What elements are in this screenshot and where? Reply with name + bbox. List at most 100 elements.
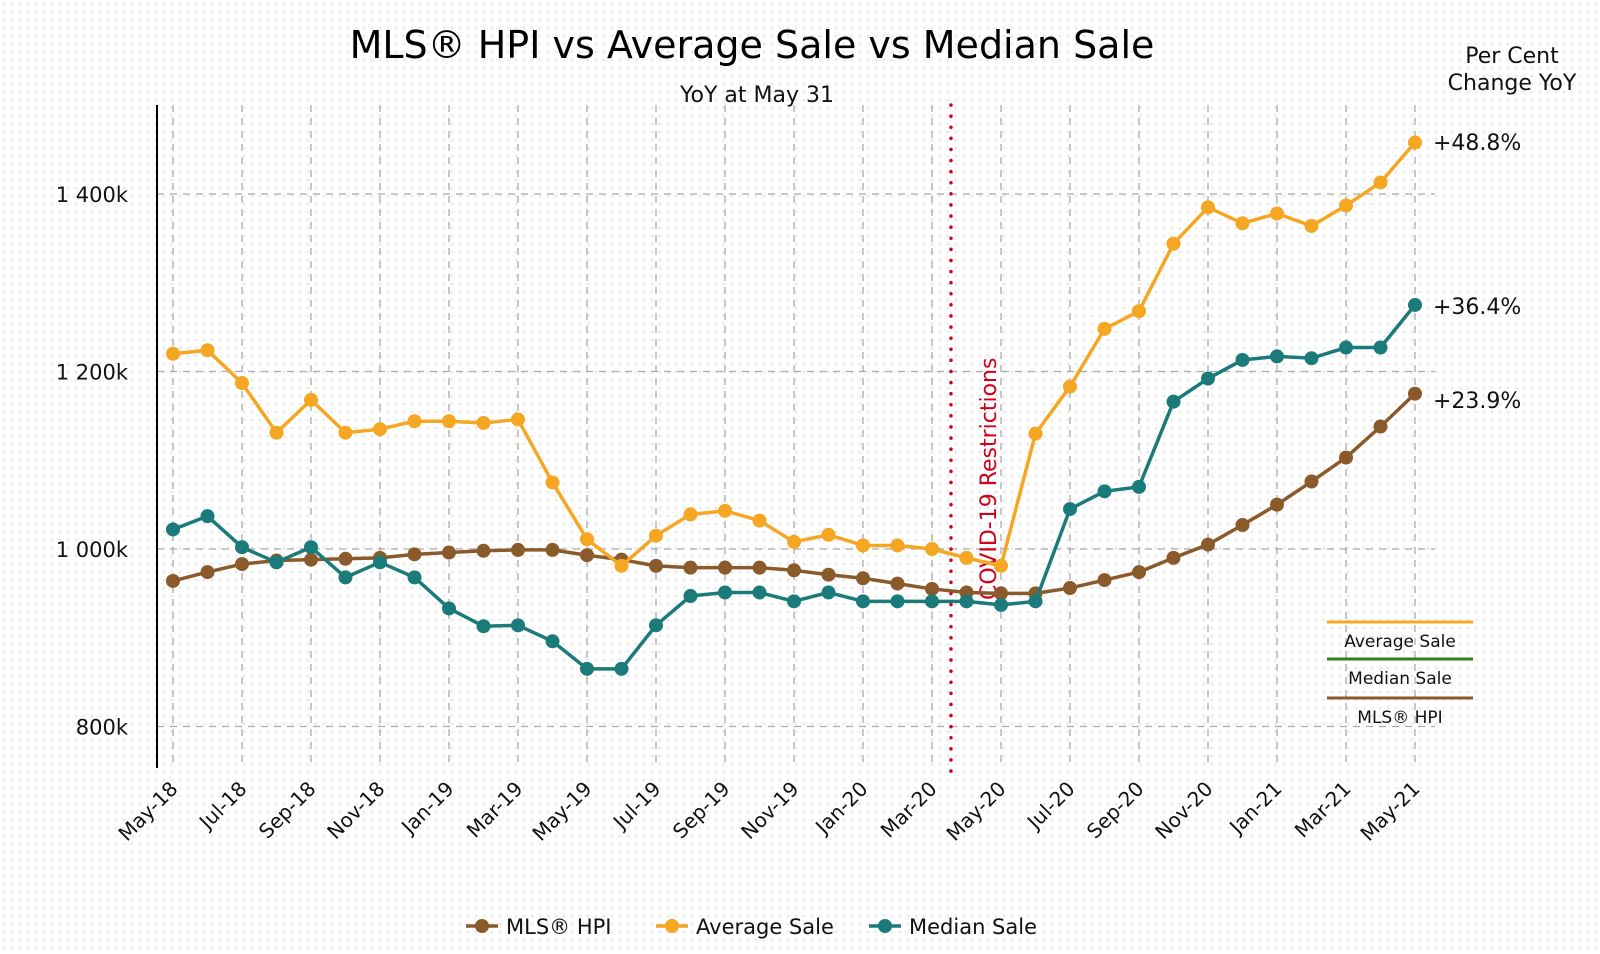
data-point-median <box>683 589 698 604</box>
data-point-median <box>1166 394 1181 409</box>
data-point-median <box>235 540 249 555</box>
data-point-average <box>649 528 663 543</box>
box-legend-label-average: Average Sale <box>1344 632 1456 652</box>
data-point-hpi <box>718 560 732 575</box>
data-point-median <box>1408 297 1422 312</box>
data-point-average <box>1270 206 1284 221</box>
legend-swatch-marker-hpi <box>475 919 489 933</box>
data-point-median <box>338 570 353 585</box>
legend-swatch-marker-average <box>665 919 679 933</box>
data-point-median <box>476 619 491 634</box>
data-point-average <box>1408 135 1422 150</box>
series-median <box>166 297 1422 676</box>
data-point-average <box>1028 426 1043 441</box>
data-point-hpi <box>787 563 801 578</box>
data-point-average <box>718 503 732 518</box>
data-point-hpi <box>1339 450 1353 465</box>
data-point-median <box>614 661 629 676</box>
data-point-average <box>200 343 215 358</box>
data-point-hpi <box>338 551 353 566</box>
data-point-average <box>235 376 249 391</box>
data-point-hpi <box>511 542 525 557</box>
data-point-hpi <box>1166 550 1181 565</box>
data-point-average <box>373 422 387 437</box>
legend-swatch-marker-median <box>878 919 892 933</box>
data-point-hpi <box>821 567 836 582</box>
data-point-median <box>787 594 801 609</box>
data-point-median <box>890 594 905 609</box>
data-point-median <box>200 509 215 524</box>
data-point-median <box>959 594 974 609</box>
data-point-hpi <box>1408 386 1422 401</box>
data-point-average <box>1132 304 1146 319</box>
inline-legend-box: Average Sale Median Sale MLS® HPI <box>1327 620 1473 728</box>
legend-item-hpi: MLS® HPI <box>466 915 611 939</box>
data-point-hpi <box>200 565 215 580</box>
data-point-median <box>649 618 663 633</box>
data-point-average <box>476 415 491 430</box>
data-point-hpi <box>1373 419 1388 434</box>
data-point-hpi <box>580 548 594 563</box>
data-point-median <box>1304 351 1319 366</box>
data-point-hpi <box>856 571 870 586</box>
data-point-median <box>1028 594 1043 609</box>
data-point-average <box>614 558 629 573</box>
per-cent-header-line2: Change YoY <box>1448 71 1577 96</box>
data-point-median <box>407 570 422 585</box>
box-legend-label-hpi: MLS® HPI <box>1357 708 1442 728</box>
data-point-median <box>511 618 525 633</box>
data-point-average <box>1235 216 1250 231</box>
data-point-average <box>545 475 560 490</box>
data-point-hpi <box>994 586 1008 601</box>
data-point-hpi <box>304 552 318 567</box>
data-point-median <box>1373 340 1388 355</box>
legend: MLS® HPI Average Sale Median Sale <box>466 915 1037 939</box>
data-point-median <box>545 634 560 649</box>
data-point-average <box>269 425 284 440</box>
data-point-hpi <box>545 542 560 557</box>
data-point-median <box>1132 479 1146 494</box>
data-point-average <box>752 513 767 528</box>
data-point-hpi <box>890 576 905 591</box>
data-point-average <box>1166 236 1181 251</box>
data-point-average <box>407 414 422 429</box>
data-point-median <box>718 585 732 600</box>
data-point-hpi <box>1132 565 1146 580</box>
data-point-median <box>304 540 318 555</box>
data-point-median <box>373 555 387 570</box>
data-point-average <box>1097 321 1112 336</box>
series <box>166 135 1422 676</box>
box-legend-label-median: Median Sale <box>1348 669 1452 689</box>
data-point-hpi <box>1063 581 1077 596</box>
data-point-average <box>338 425 353 440</box>
data-point-hpi <box>1270 497 1284 512</box>
data-point-hpi <box>1304 474 1319 489</box>
data-point-average <box>166 346 180 361</box>
data-point-hpi <box>442 545 456 560</box>
data-point-hpi <box>235 557 249 572</box>
legend-label-hpi: MLS® HPI <box>506 915 611 939</box>
series-average <box>166 135 1422 573</box>
y-tick-label: 800k <box>76 716 129 740</box>
data-point-median <box>821 585 836 600</box>
data-point-median <box>994 597 1008 612</box>
data-point-hpi <box>683 560 698 575</box>
legend-item-median: Median Sale <box>869 915 1037 939</box>
data-point-hpi <box>1097 573 1112 588</box>
data-point-hpi <box>476 543 491 558</box>
data-point-average <box>821 527 836 542</box>
data-point-average <box>1373 175 1388 190</box>
data-point-median <box>166 522 180 537</box>
data-point-hpi <box>752 560 767 575</box>
data-point-median <box>1270 349 1284 364</box>
y-tick-label: 1 000k <box>56 538 129 562</box>
data-point-median <box>1201 371 1215 386</box>
grid <box>157 105 1435 768</box>
data-point-average <box>787 534 801 549</box>
data-point-median <box>1097 484 1112 499</box>
data-point-hpi <box>1201 537 1215 552</box>
data-point-median <box>856 594 870 609</box>
data-point-average <box>1304 218 1319 233</box>
pct-change-median: +36.4% <box>1433 295 1521 320</box>
